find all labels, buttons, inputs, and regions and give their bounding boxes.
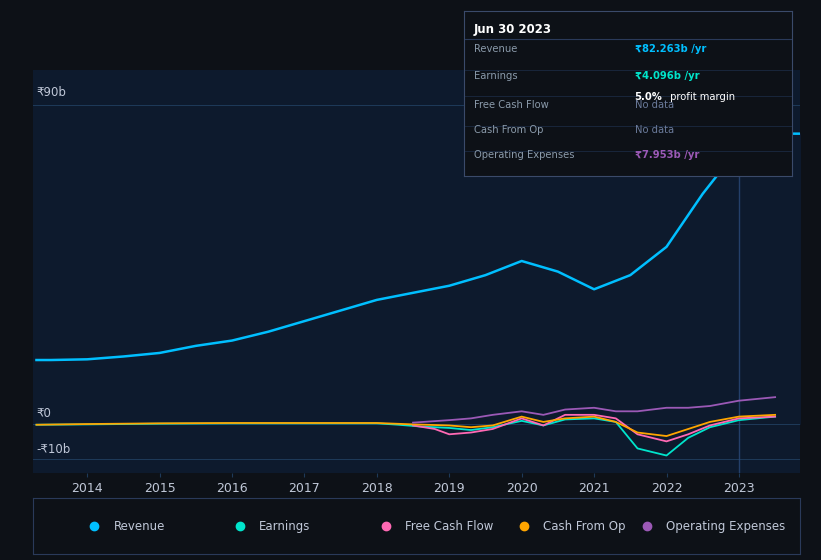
Text: No data: No data: [635, 125, 674, 135]
Text: Earnings: Earnings: [474, 71, 517, 81]
Text: Operating Expenses: Operating Expenses: [666, 520, 786, 533]
Text: ₹0: ₹0: [36, 407, 52, 420]
Text: Free Cash Flow: Free Cash Flow: [474, 100, 548, 110]
Text: Revenue: Revenue: [113, 520, 165, 533]
Text: Free Cash Flow: Free Cash Flow: [405, 520, 493, 533]
Text: ₹90b: ₹90b: [36, 86, 67, 99]
Text: Operating Expenses: Operating Expenses: [474, 150, 574, 160]
Text: Jun 30 2023: Jun 30 2023: [474, 23, 552, 36]
Text: profit margin: profit margin: [667, 92, 736, 102]
Text: ₹4.096b /yr: ₹4.096b /yr: [635, 71, 699, 81]
Text: ₹7.953b /yr: ₹7.953b /yr: [635, 150, 699, 160]
Text: Revenue: Revenue: [474, 44, 517, 54]
Text: ₹82.263b /yr: ₹82.263b /yr: [635, 44, 706, 54]
Text: Cash From Op: Cash From Op: [474, 125, 544, 135]
Text: Earnings: Earnings: [259, 520, 310, 533]
Text: No data: No data: [635, 100, 674, 110]
Text: 5.0%: 5.0%: [635, 92, 663, 102]
Text: Cash From Op: Cash From Op: [544, 520, 626, 533]
Text: -₹10b: -₹10b: [36, 442, 71, 455]
